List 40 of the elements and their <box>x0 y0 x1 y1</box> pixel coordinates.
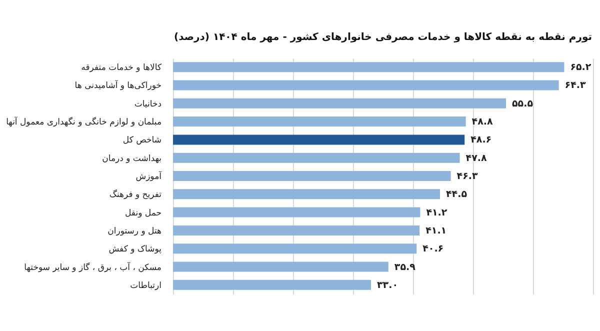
y-tick-label: کالاها و خدمات متفرقه <box>81 63 162 74</box>
data-label: ۴۸.۸ <box>472 116 494 128</box>
y-tick-label: آموزش <box>136 171 162 182</box>
data-label: ۴۶.۳ <box>456 171 478 182</box>
data-label: ۳۳.۰ <box>377 280 398 291</box>
y-tick-label: تفریح و فرهنگ <box>109 189 162 200</box>
bar <box>173 171 451 181</box>
data-label: ۴۰.۶ <box>422 244 444 255</box>
y-tick-label: شاخص کل <box>122 136 162 146</box>
y-tick-label: خوراکی‌ها و آشامیدنی ها <box>74 80 162 92</box>
data-label: ۴۷.۸ <box>466 152 488 164</box>
bar <box>173 80 559 90</box>
y-tick-label: هتل و رستوران <box>108 226 162 236</box>
bar <box>173 62 564 72</box>
bar <box>173 98 506 108</box>
bar <box>173 189 440 200</box>
y-tick-label: ارتباطات <box>130 280 162 291</box>
bar <box>173 244 417 254</box>
data-label: ۴۱.۲ <box>426 207 448 218</box>
y-tick-label: پوشاک و کفش <box>108 244 162 255</box>
bar <box>173 116 466 127</box>
data-label: ۴۱.۱ <box>426 225 447 236</box>
data-label: ۶۵.۲ <box>570 62 592 74</box>
data-label: ۳۵.۹ <box>394 262 416 273</box>
bar <box>173 207 420 218</box>
bar <box>173 262 388 272</box>
y-tick-label: بهداشت و درمان <box>102 154 162 164</box>
chart-title: تورم نقطه به نقطه کالاها و خدمات مصرفی خانوارهای کشور - مهر ماه ۱۴۰۴ (درصد) <box>174 32 592 43</box>
bar <box>173 152 460 163</box>
bar <box>173 225 420 236</box>
data-label: ۴۸.۶ <box>470 134 492 146</box>
bar <box>173 134 465 145</box>
bar <box>173 280 371 290</box>
y-tick-label: دخانیات <box>134 99 162 110</box>
data-label: ۶۴.۳ <box>564 80 586 92</box>
y-tick-label: حمل ونقل <box>124 208 162 218</box>
data-label: ۴۴.۵ <box>446 189 468 200</box>
data-label: ۵۵.۵ <box>512 98 534 110</box>
y-tick-label: مبلمان و لوازم خانگی و نگهداری معمول آنها <box>6 116 162 128</box>
y-tick-label: مسکن ، آب ، برق ، گاز و سایر سوختها <box>24 262 162 273</box>
